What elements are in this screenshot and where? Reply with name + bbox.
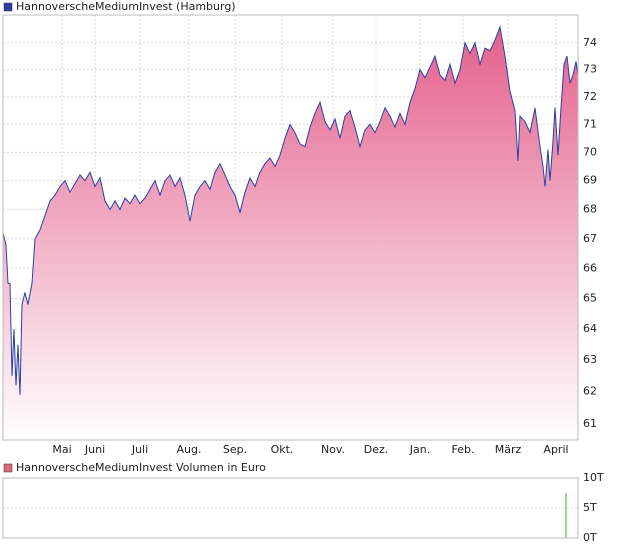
x-tick-label: Juli [131, 443, 148, 456]
x-tick-label: April [543, 443, 568, 456]
y-tick-label: 70 [583, 145, 597, 158]
y-tick-label: 74 [583, 36, 597, 49]
y-tick-label: 71 [583, 117, 597, 130]
y-tick-label: 62 [583, 385, 597, 398]
x-tick-label: Dez. [364, 443, 389, 456]
x-tick-label: Okt. [271, 443, 294, 456]
x-tick-label: Jan. [409, 443, 430, 456]
y-tick-label: 73 [583, 63, 597, 76]
x-tick-label: Juni [84, 443, 105, 456]
y-tick-label: 61 [583, 417, 597, 430]
y-tick-label: 65 [583, 292, 597, 305]
x-tick-label: Mai [52, 443, 71, 456]
legend-swatch [3, 463, 13, 473]
y-tick-label: 63 [583, 353, 597, 366]
x-tick-label: Nov. [321, 443, 345, 456]
legend-label: HannoverscheMediumInvest (Hamburg) [16, 0, 236, 13]
volume-bar [565, 493, 567, 538]
y-tick-label: 0T [583, 531, 597, 544]
price-line [2, 25, 579, 395]
plot-frame [2, 477, 579, 539]
y-tick-label: 69 [583, 174, 597, 187]
x-tick-label: Sep. [223, 443, 247, 456]
area-fill [3, 26, 578, 441]
legend-swatch [3, 2, 13, 12]
y-tick-label: 67 [583, 232, 597, 245]
y-tick-label: 64 [583, 322, 597, 335]
y-tick-label: 5T [583, 501, 597, 514]
x-tick-label: März [495, 443, 522, 456]
plot-frame [2, 14, 579, 441]
y-tick-label: 72 [583, 90, 597, 103]
legend-label: HannoverscheMediumInvest Volumen in Euro [16, 461, 266, 474]
x-tick-label: Feb. [452, 443, 475, 456]
x-tick-label: Aug. [177, 443, 202, 456]
y-tick-label: 66 [583, 261, 597, 274]
y-tick-label: 10T [583, 471, 604, 484]
y-tick-label: 68 [583, 203, 597, 216]
